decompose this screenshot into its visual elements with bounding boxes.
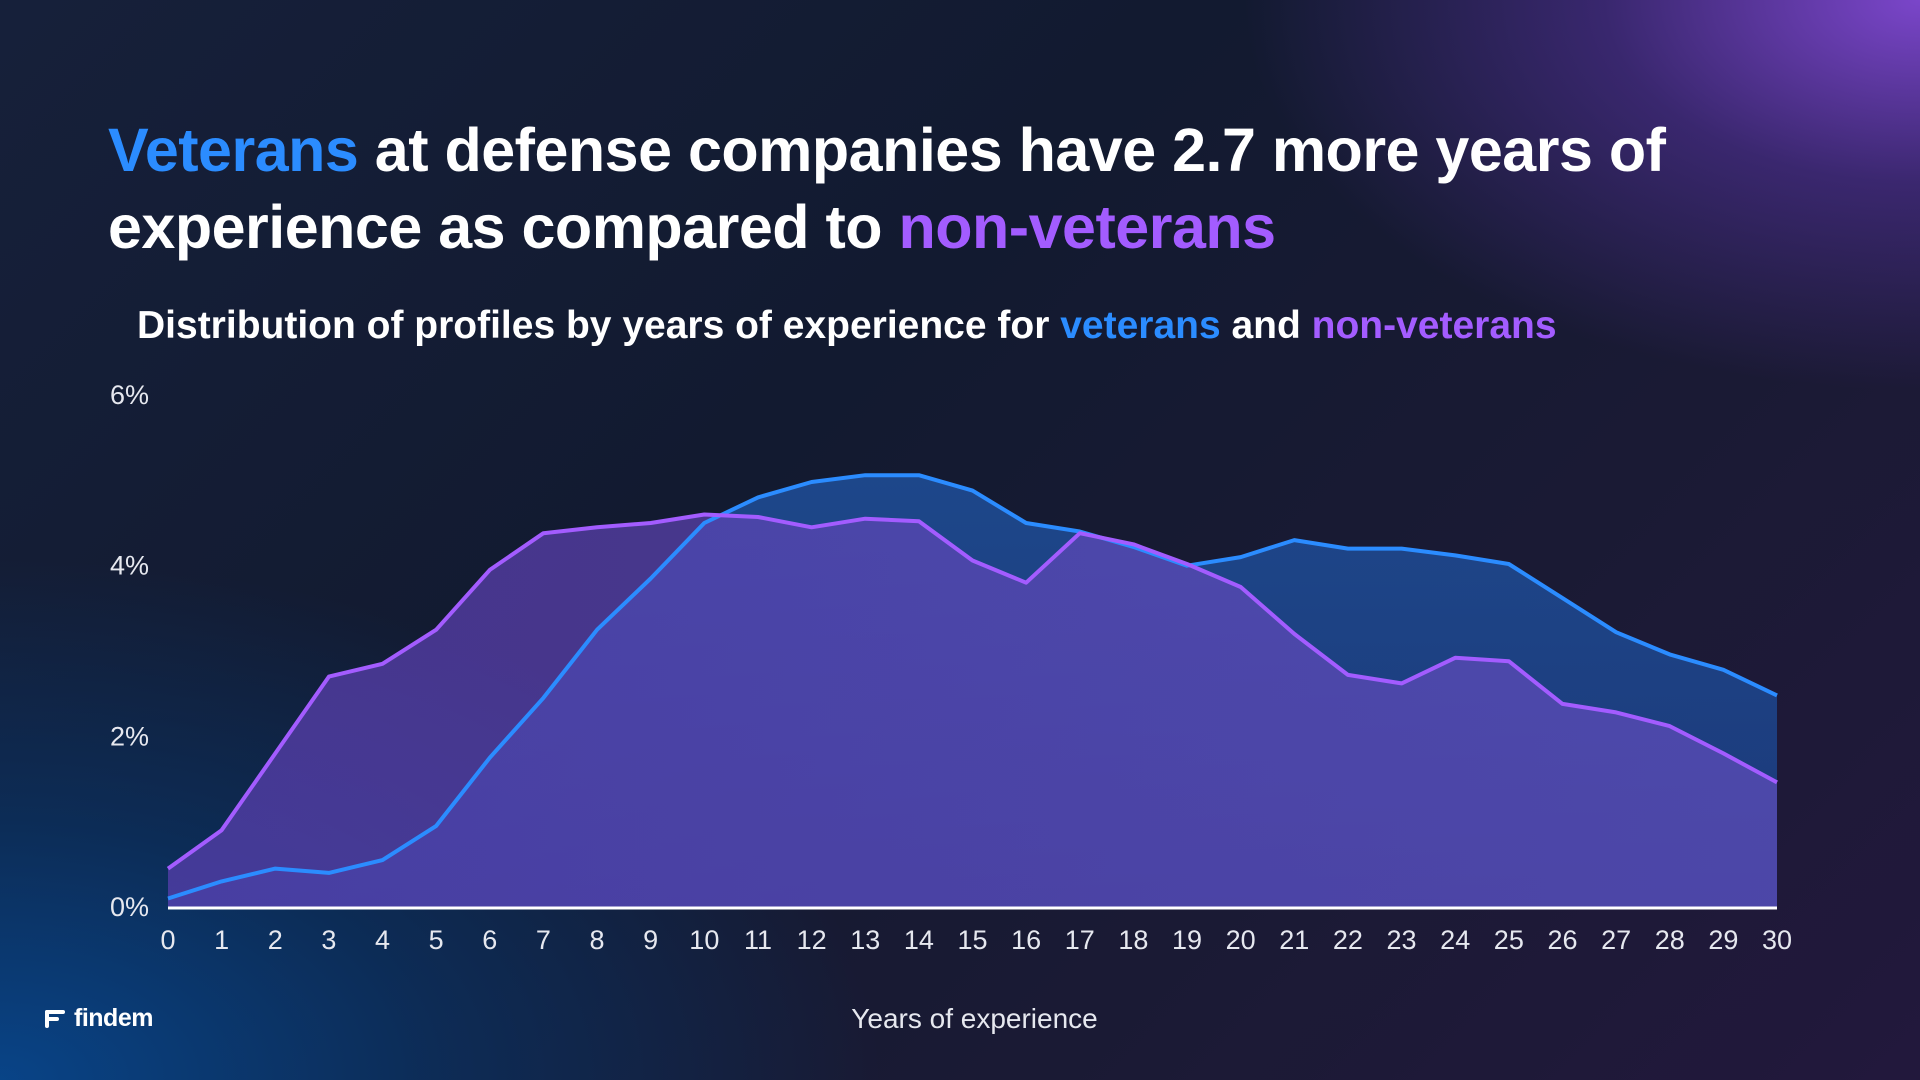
y-tick-label: 0%: [110, 892, 149, 922]
x-tick-label: 21: [1279, 925, 1309, 955]
x-axis-ticks: 0 1 2 3 4 5 6 7 8 9 10 11 12 13 14 15 16 17 18 19 20 21 22 23 24…: [160, 925, 1792, 955]
x-tick-label: 7: [536, 925, 551, 955]
headline-middle: at defense companies have 2.7 more years…: [108, 116, 1666, 261]
x-tick-label: 3: [321, 925, 336, 955]
x-tick-label: 25: [1494, 925, 1524, 955]
x-tick-label: 10: [689, 925, 719, 955]
chart-lines: [166, 473, 1778, 901]
x-tick-label: 23: [1387, 925, 1417, 955]
subtitle-text: Distribution of profiles by years of exp…: [137, 304, 1061, 347]
x-tick-label: 4: [375, 925, 390, 955]
x-tick-label: 24: [1440, 925, 1470, 955]
x-tick-label: 9: [643, 925, 658, 955]
x-tick-label: 18: [1118, 925, 1148, 955]
x-tick-label: 27: [1601, 925, 1631, 955]
veterans-line: [167, 473, 1778, 901]
headline-non-veterans: non-veterans: [898, 193, 1277, 261]
x-tick-label: 2: [268, 925, 283, 955]
x-tick-label: 6: [482, 925, 497, 955]
x-tick-label: 1: [214, 925, 229, 955]
y-tick-label: 4%: [110, 551, 149, 581]
subtitle-non-veterans: non-veterans: [1311, 304, 1557, 347]
x-tick-label: 8: [590, 925, 605, 955]
headline-veterans: Veterans: [108, 116, 359, 184]
x-tick-label: 20: [1226, 925, 1256, 955]
chart-areas: [168, 475, 1777, 907]
page-title: Veterans at defense companies have 2.7 m…: [108, 112, 1828, 266]
x-tick-label: 22: [1333, 925, 1363, 955]
non-veterans-line: [166, 512, 1778, 871]
y-axis-ticks: 0% 2% 4% 6%: [110, 380, 149, 922]
x-axis-title: Years of experience: [851, 1003, 1097, 1034]
chart-title: Distribution of profiles by years of exp…: [137, 304, 1557, 348]
x-tick-label: 28: [1655, 925, 1685, 955]
findem-logo: findem: [44, 1004, 153, 1033]
x-tick-label: 19: [1172, 925, 1202, 955]
y-tick-label: 2%: [110, 721, 149, 751]
y-tick-label: 6%: [110, 380, 149, 410]
subtitle-and: and: [1220, 304, 1312, 347]
logo-text: findem: [74, 1004, 153, 1032]
x-tick-label: 14: [904, 925, 934, 955]
x-tick-label: 13: [850, 925, 880, 955]
x-tick-label: 17: [1065, 925, 1095, 955]
x-tick-label: 26: [1547, 925, 1577, 955]
x-tick-label: 11: [744, 925, 772, 955]
x-tick-label: 15: [957, 925, 987, 955]
findem-logo-icon: [45, 1009, 65, 1028]
x-tick-label: 12: [797, 925, 827, 955]
x-tick-label: 29: [1708, 925, 1738, 955]
x-tick-label: 16: [1011, 925, 1041, 955]
subtitle-veterans: veterans: [1060, 304, 1221, 347]
x-tick-label: 30: [1762, 925, 1792, 955]
x-tick-label: 0: [160, 925, 175, 955]
x-tick-label: 5: [429, 925, 444, 955]
non-veterans-area: [168, 514, 1777, 907]
